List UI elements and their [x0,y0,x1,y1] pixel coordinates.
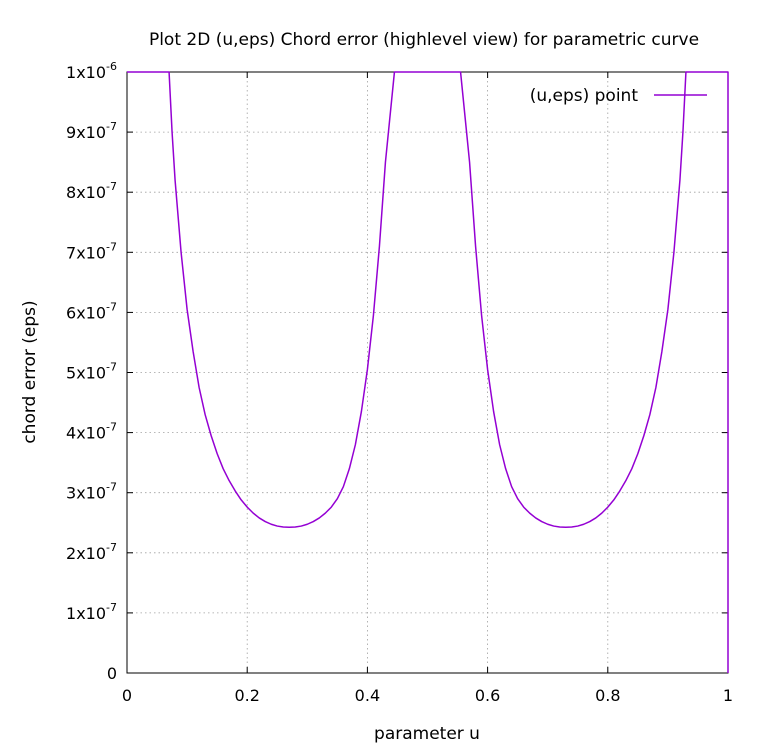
grid-lines [127,72,728,673]
x-axis-label: parameter u [374,724,480,744]
y-tick-label: 2x10-7 [66,541,117,563]
y-tick-label: 7x10-7 [66,240,117,262]
y-tick-exponent: -7 [106,240,117,253]
y-tick-label: 3x10-7 [66,481,117,503]
y-tick-base: 1x10 [66,604,106,623]
y-tick-exponent: -7 [106,300,117,313]
y-tick-base: 2x10 [66,544,106,563]
x-tick-label: 0.6 [475,686,500,705]
y-tick-label: 4x10-7 [66,421,117,443]
y-tick-label: 9x10-7 [66,120,117,142]
series-group [127,71,729,673]
y-tick-label: 6x10-7 [66,300,117,322]
x-tick-label: 0.2 [234,686,259,705]
y-tick-exponent: -7 [106,541,117,554]
y-tick-base: 9x10 [66,123,106,142]
y-tick-exponent: -7 [106,481,117,494]
y-tick-exponent: -6 [106,60,117,73]
y-tick-base: 4x10 [66,424,106,443]
y-tick-base: 0 [107,664,117,683]
y-axis-label: chord error (eps) [20,300,40,443]
y-tick-exponent: -7 [106,120,117,133]
y-tick-label: 1x10-6 [66,60,117,82]
y-tick-base: 3x10 [66,484,106,503]
y-tick-exponent: -7 [106,421,117,434]
x-tick-label: 0.8 [595,686,620,705]
y-tick-base: 1x10 [66,63,106,82]
y-tick-exponent: -7 [106,601,117,614]
x-axis: 0 0.2 0.4 0.6 0.8 1 [122,72,733,705]
y-tick-base: 7x10 [66,243,106,262]
y-tick-base: 6x10 [66,303,106,322]
y-tick-label: 8x10-7 [66,180,117,202]
y-tick-label: 5x10-7 [66,361,117,383]
y-tick-base: 8x10 [66,183,106,202]
y-tick-exponent: -7 [106,180,117,193]
y-tick-exponent: -7 [106,361,117,374]
x-tick-label: 0.4 [355,686,380,705]
y-tick-label: 0 [107,664,117,683]
y-axis: 01x10-72x10-73x10-74x10-75x10-76x10-77x1… [66,60,728,683]
legend-label: (u,eps) point [530,86,639,106]
legend: (u,eps) point [530,86,707,106]
x-tick-label: 1 [723,686,733,705]
series-line [127,71,729,673]
y-tick-label: 1x10-7 [66,601,117,623]
x-tick-label: 0 [122,686,132,705]
y-tick-base: 5x10 [66,364,106,383]
chart-title: Plot 2D (u,eps) Chord error (highlevel v… [149,30,699,50]
